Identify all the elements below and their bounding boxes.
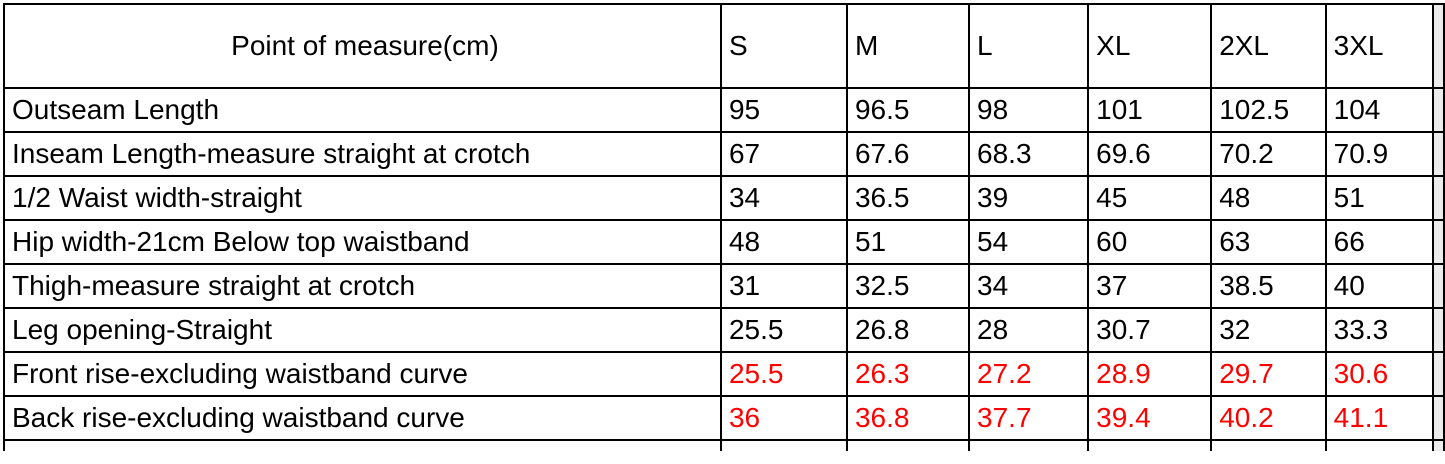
- size-value-cell: 25.5: [719, 307, 848, 353]
- row-label: Outseam Length: [3, 87, 722, 133]
- size-value-cell: 36.5: [845, 175, 971, 221]
- size-value-cell: 67: [719, 131, 848, 177]
- table-row: 1/2 Waist width-straight 34 36.5 39 45 48 51: [3, 175, 1445, 221]
- cut-edge-cell: [1431, 219, 1445, 265]
- column-header-size-2xl: 2XL: [1210, 3, 1327, 89]
- empty-cell: [1210, 439, 1327, 451]
- size-value-cell: 36: [719, 395, 848, 441]
- size-value-cell: 28.9: [1087, 351, 1213, 397]
- size-value-cell: 34: [719, 175, 848, 221]
- size-chart-table: Point of measure(cm) S M L XL 2XL 3XL Outseam…: [3, 3, 1445, 451]
- row-label: Back rise-excluding waistband curve: [3, 395, 722, 441]
- size-value-cell: 34: [968, 263, 1090, 309]
- size-value-cell: 27.2: [968, 351, 1090, 397]
- cut-edge-cell: [1431, 3, 1445, 89]
- column-header-size-l: L: [968, 3, 1090, 89]
- row-label: Hip width-21cm Below top waistband: [3, 219, 722, 265]
- empty-cell: [1324, 439, 1434, 451]
- cut-edge-cell: [1431, 307, 1445, 353]
- size-value-cell: 63: [1210, 219, 1327, 265]
- size-value-cell: 68.3: [968, 131, 1090, 177]
- empty-cell: [3, 439, 722, 451]
- size-value-cell: 67.6: [845, 131, 971, 177]
- size-value-cell: 51: [845, 219, 971, 265]
- size-value-cell: 70.2: [1210, 131, 1327, 177]
- size-value-cell: 37: [1087, 263, 1213, 309]
- header-row: Point of measure(cm) S M L XL 2XL 3XL: [3, 3, 1445, 89]
- empty-cell: [719, 439, 848, 451]
- size-value-cell: 54: [968, 219, 1090, 265]
- table-row: Thigh-measure straight at crotch 31 32.5 34…: [3, 263, 1445, 309]
- size-value-cell: 98: [968, 87, 1090, 133]
- table-row: Back rise-excluding waistband curve 36 36.…: [3, 395, 1445, 441]
- size-value-cell: 96.5: [845, 87, 971, 133]
- row-label: 1/2 Waist width-straight: [3, 175, 722, 221]
- size-value-cell: 104: [1324, 87, 1434, 133]
- size-value-cell: 32.5: [845, 263, 971, 309]
- size-value-cell: 51: [1324, 175, 1434, 221]
- column-header-size-m: M: [845, 3, 971, 89]
- empty-cell: [1087, 439, 1213, 451]
- size-value-cell: 38.5: [1210, 263, 1327, 309]
- size-value-cell: 40.2: [1210, 395, 1327, 441]
- cut-edge-cell: [1431, 131, 1445, 177]
- size-value-cell: 101: [1087, 87, 1213, 133]
- row-label: Inseam Length-measure straight at crotch: [3, 131, 722, 177]
- size-value-cell: 48: [1210, 175, 1327, 221]
- cut-edge-cell: [1431, 175, 1445, 221]
- size-value-cell: 36.8: [845, 395, 971, 441]
- column-header-size-s: S: [719, 3, 848, 89]
- size-value-cell: 102.5: [1210, 87, 1327, 133]
- size-value-cell: 31: [719, 263, 848, 309]
- row-label: Front rise-excluding waistband curve: [3, 351, 722, 397]
- size-value-cell: 26.3: [845, 351, 971, 397]
- size-value-cell: 29.7: [1210, 351, 1327, 397]
- size-value-cell: 39.4: [1087, 395, 1213, 441]
- column-header-measure: Point of measure(cm): [3, 3, 722, 89]
- cut-edge-cell: [1431, 351, 1445, 397]
- empty-cell: [968, 439, 1090, 451]
- cut-edge-cell: [1431, 87, 1445, 133]
- partial-cutoff-row: [3, 439, 1445, 451]
- table-row: Inseam Length-measure straight at crotch…: [3, 131, 1445, 177]
- column-header-size-xl: XL: [1087, 3, 1213, 89]
- table-row: Outseam Length 95 96.5 98 101 102.5 104: [3, 87, 1445, 133]
- size-value-cell: 41.1: [1324, 395, 1434, 441]
- table-body: Point of measure(cm) S M L XL 2XL 3XL Outseam…: [3, 3, 1445, 451]
- cut-edge-cell: [1431, 439, 1445, 451]
- size-value-cell: 30.6: [1324, 351, 1434, 397]
- size-value-cell: 70.9: [1324, 131, 1434, 177]
- row-label: Leg opening-Straight: [3, 307, 722, 353]
- size-value-cell: 48: [719, 219, 848, 265]
- column-header-size-3xl: 3XL: [1324, 3, 1434, 89]
- size-value-cell: 95: [719, 87, 848, 133]
- size-value-cell: 26.8: [845, 307, 971, 353]
- size-value-cell: 33.3: [1324, 307, 1434, 353]
- table-row: Leg opening-Straight 25.5 26.8 28 30.7 32 33.3: [3, 307, 1445, 353]
- cut-edge-cell: [1431, 395, 1445, 441]
- size-value-cell: 69.6: [1087, 131, 1213, 177]
- size-value-cell: 39: [968, 175, 1090, 221]
- size-value-cell: 28: [968, 307, 1090, 353]
- cut-edge-cell: [1431, 263, 1445, 309]
- size-value-cell: 30.7: [1087, 307, 1213, 353]
- row-label: Thigh-measure straight at crotch: [3, 263, 722, 309]
- table-row: Hip width-21cm Below top waistband 48 51 54…: [3, 219, 1445, 265]
- size-value-cell: 32: [1210, 307, 1327, 353]
- size-value-cell: 25.5: [719, 351, 848, 397]
- size-value-cell: 40: [1324, 263, 1434, 309]
- size-value-cell: 60: [1087, 219, 1213, 265]
- size-value-cell: 37.7: [968, 395, 1090, 441]
- size-value-cell: 45: [1087, 175, 1213, 221]
- table-row: Front rise-excluding waistband curve 25.5…: [3, 351, 1445, 397]
- size-value-cell: 66: [1324, 219, 1434, 265]
- empty-cell: [845, 439, 971, 451]
